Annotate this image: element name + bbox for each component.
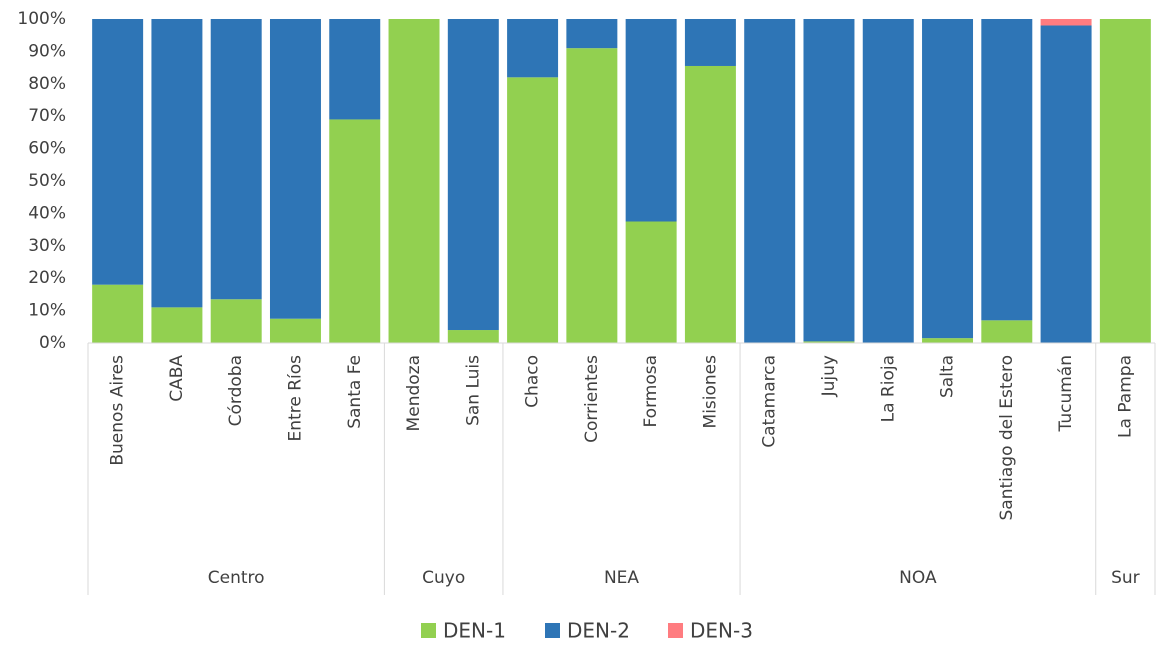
bar-segment: [329, 19, 381, 120]
bar-segment: [151, 307, 203, 343]
bar-segment: [1099, 19, 1151, 343]
x-tick-label: Misiones: [700, 355, 720, 429]
x-tick-label: La Rioja: [878, 355, 898, 422]
legend-swatch: [668, 623, 683, 638]
x-tick-label: Formosa: [641, 355, 661, 428]
x-tick-label: Corrientes: [582, 355, 602, 443]
legend-swatch: [421, 623, 436, 638]
x-tick-label: San Luis: [463, 355, 483, 426]
bar-segment: [566, 19, 618, 49]
bar-segment: [981, 19, 1033, 321]
x-tick-label: Santa Fe: [345, 355, 365, 429]
x-tick-label: CABA: [167, 355, 187, 402]
group-label: Cuyo: [422, 568, 465, 588]
x-tick-label: Jujuy: [819, 355, 839, 397]
bar-segment: [92, 19, 144, 285]
bar-segment: [269, 19, 321, 319]
y-tick-label: 30%: [28, 236, 66, 256]
x-tick-label: Mendoza: [404, 355, 424, 431]
bar-segment: [269, 318, 321, 343]
bar-segment: [507, 77, 559, 343]
y-tick-label: 60%: [28, 139, 66, 159]
bar-segment: [507, 19, 559, 78]
group-label: Sur: [1111, 568, 1140, 588]
y-tick-label: 40%: [28, 203, 66, 223]
x-tick-label: Entre Ríos: [285, 355, 305, 442]
x-tick-label: Catamarca: [760, 355, 780, 448]
bar-segment: [922, 338, 974, 343]
bar-segment: [625, 19, 677, 222]
bar-segment: [447, 330, 499, 343]
x-tick-label: Chaco: [523, 355, 543, 408]
bar-segment: [684, 65, 736, 343]
x-tick-label: Santiago del Estero: [997, 355, 1017, 521]
x-tick-label: Tucumán: [1056, 355, 1076, 432]
bar-segment: [210, 19, 262, 300]
group-label: NEA: [604, 568, 639, 588]
bar-segment: [210, 299, 262, 343]
x-tick-label: Salta: [938, 355, 958, 398]
legend-label: DEN-3: [690, 619, 753, 643]
bar-segment: [1040, 25, 1092, 343]
bar-segment: [151, 19, 203, 308]
group-label: Centro: [208, 568, 265, 588]
bar-segment: [981, 320, 1033, 343]
bar-segment: [329, 119, 381, 343]
x-tick-label: La Pampa: [1115, 355, 1135, 438]
legend-label: DEN-1: [443, 619, 506, 643]
bar-segment: [862, 19, 914, 343]
bar-segment: [566, 48, 618, 343]
y-tick-label: 100%: [17, 9, 66, 29]
bar-segment: [625, 221, 677, 343]
legend-swatch: [545, 623, 560, 638]
y-tick-label: 70%: [28, 106, 66, 126]
bar-segment: [803, 341, 855, 343]
bar-segment: [922, 19, 974, 339]
y-tick-label: 0%: [39, 333, 66, 353]
bar-segment: [447, 19, 499, 331]
x-tick-label: Buenos Aires: [108, 355, 128, 466]
x-tick-label: Córdoba: [226, 355, 246, 426]
bar-segment: [1040, 19, 1092, 26]
y-tick-label: 20%: [28, 268, 66, 288]
bar-segment: [744, 19, 796, 343]
y-tick-label: 80%: [28, 74, 66, 94]
y-tick-label: 90%: [28, 41, 66, 61]
bar-segment: [803, 19, 855, 342]
bar-segment: [388, 19, 440, 343]
group-label: NOA: [899, 568, 937, 588]
legend-label: DEN-2: [567, 619, 630, 643]
y-tick-label: 50%: [28, 171, 66, 191]
bar-segment: [92, 284, 144, 343]
bar-segment: [684, 19, 736, 66]
y-tick-label: 10%: [28, 301, 66, 321]
